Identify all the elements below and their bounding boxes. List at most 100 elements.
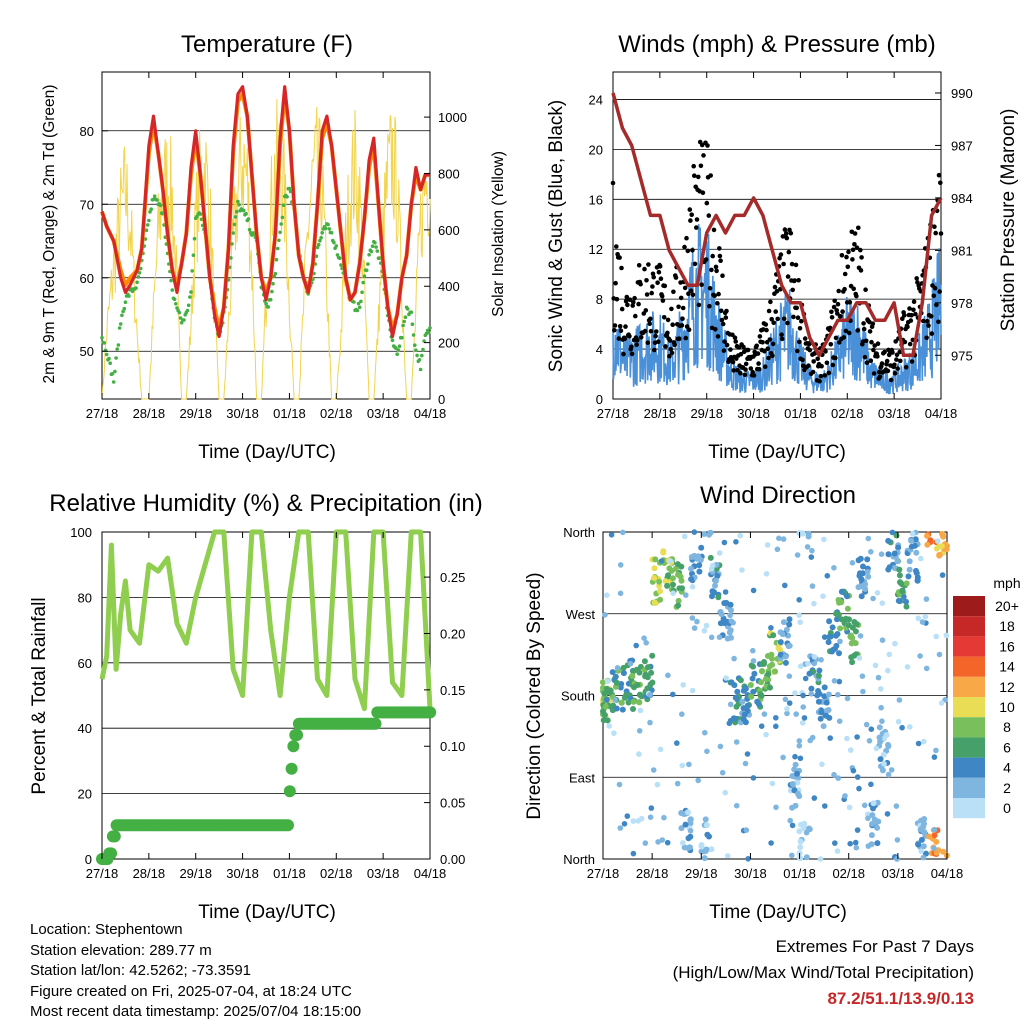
direction-point-calm xyxy=(931,754,938,760)
direction-point xyxy=(869,820,876,827)
gust-point xyxy=(782,227,788,232)
dewpoint-point xyxy=(174,302,178,306)
direction-point xyxy=(685,835,692,842)
direction-point-calm xyxy=(837,638,843,645)
gust-point xyxy=(672,342,677,348)
direction-point xyxy=(748,693,755,700)
direction-point-calm xyxy=(796,612,802,619)
x-tick-label: 03/18 xyxy=(878,406,911,421)
direction-point-calm xyxy=(723,675,729,681)
gust-point xyxy=(708,173,713,178)
extremes-subtitle: (High/Low/Max Wind/Total Precipitation) xyxy=(672,963,974,982)
direction-point xyxy=(868,832,875,839)
gust-point xyxy=(861,326,867,332)
direction-point-calm xyxy=(643,640,649,646)
y2-tick-label: 0.25 xyxy=(440,570,465,585)
gust-point xyxy=(815,356,820,362)
direction-point xyxy=(709,593,715,600)
gust-point xyxy=(843,328,849,334)
gust-point xyxy=(768,299,773,305)
direction-point xyxy=(860,563,866,570)
humidity-panel: Relative Humidity (%) & Precipitation (i… xyxy=(29,490,483,923)
direction-point xyxy=(876,724,883,731)
gust-point xyxy=(909,312,914,318)
direction-point-calm xyxy=(792,690,798,696)
recent-text: Most recent data timestamp: 2025/07/04 1… xyxy=(30,1003,362,1020)
gust-point xyxy=(783,231,789,236)
direction-point-calm xyxy=(844,735,850,742)
direction-point-calm xyxy=(879,600,886,606)
direction-point xyxy=(914,577,921,584)
direction-point-calm xyxy=(787,817,793,824)
gust-point xyxy=(762,349,767,354)
direction-point-calm xyxy=(894,837,901,843)
direction-point-calm xyxy=(679,762,686,769)
gust-point xyxy=(665,317,671,323)
gust-point xyxy=(802,336,808,341)
gust-point xyxy=(903,365,909,370)
direction-point-calm xyxy=(901,594,907,600)
direction-point-calm xyxy=(874,590,881,596)
created-text: Figure created on Fri, 2025-07-04, at 18… xyxy=(30,982,352,1000)
direction-point-calm xyxy=(836,678,843,685)
direction-point-calm xyxy=(647,692,653,698)
direction-point xyxy=(903,580,910,587)
direction-point xyxy=(757,691,764,698)
dewpoint-point xyxy=(402,319,407,324)
direction-point xyxy=(844,605,851,612)
dewpoint-point xyxy=(229,256,233,260)
dewpoint-point xyxy=(400,335,404,340)
direction-point xyxy=(642,673,649,680)
gust-point xyxy=(844,254,849,260)
direction-point xyxy=(782,659,789,666)
direction-point xyxy=(825,707,832,713)
y2-tick-label: 0.10 xyxy=(440,739,465,754)
dewpoint-point xyxy=(315,245,320,250)
direction-point xyxy=(732,694,739,701)
gust-point xyxy=(795,315,801,321)
gust-point xyxy=(886,352,892,358)
direction-point-calm xyxy=(773,723,779,730)
direction-point xyxy=(920,843,927,850)
gust-point xyxy=(648,316,653,322)
direction-point-calm xyxy=(602,612,608,618)
direction-point xyxy=(885,743,892,750)
direction-point xyxy=(906,566,913,573)
gust-point xyxy=(686,291,691,297)
gust-point xyxy=(660,298,666,303)
direction-point-calm xyxy=(847,840,853,847)
direction-point-calm xyxy=(844,695,851,702)
gust-point xyxy=(875,354,880,359)
direction-point xyxy=(771,668,778,675)
direction-point xyxy=(670,581,676,588)
x-tick-label: 29/18 xyxy=(179,866,212,881)
direction-point xyxy=(838,588,845,595)
gust-point xyxy=(924,318,930,324)
direction-point-calm xyxy=(849,560,856,566)
gust-point xyxy=(828,342,834,347)
gust-point xyxy=(688,218,693,223)
direction-point-calm xyxy=(805,660,811,667)
gust-point xyxy=(715,301,720,306)
direction-point-calm xyxy=(918,848,924,854)
y-tick-label: East xyxy=(569,770,595,785)
direction-point-calm xyxy=(846,804,853,811)
station-info: Location: Stephentown Station elevation:… xyxy=(30,920,361,1023)
direction-point xyxy=(637,692,644,699)
direction-point xyxy=(913,567,919,574)
y-tick-label: 0 xyxy=(85,852,92,867)
gust-point xyxy=(905,324,910,330)
direction-point-calm xyxy=(683,592,689,598)
humidity-series xyxy=(96,529,437,865)
direction-point-calm xyxy=(889,529,896,536)
direction-point xyxy=(898,581,905,587)
dewpoint-point xyxy=(104,352,109,357)
gust-point xyxy=(671,289,676,295)
direction-point xyxy=(829,624,836,631)
temperature-xlabel: Time (Day/UTC) xyxy=(198,442,336,463)
direction-point xyxy=(619,706,626,713)
gust-point xyxy=(932,285,938,291)
direction-point-calm xyxy=(801,715,808,721)
legend-label: 6 xyxy=(1003,739,1011,755)
dewpoint-point xyxy=(338,256,342,261)
